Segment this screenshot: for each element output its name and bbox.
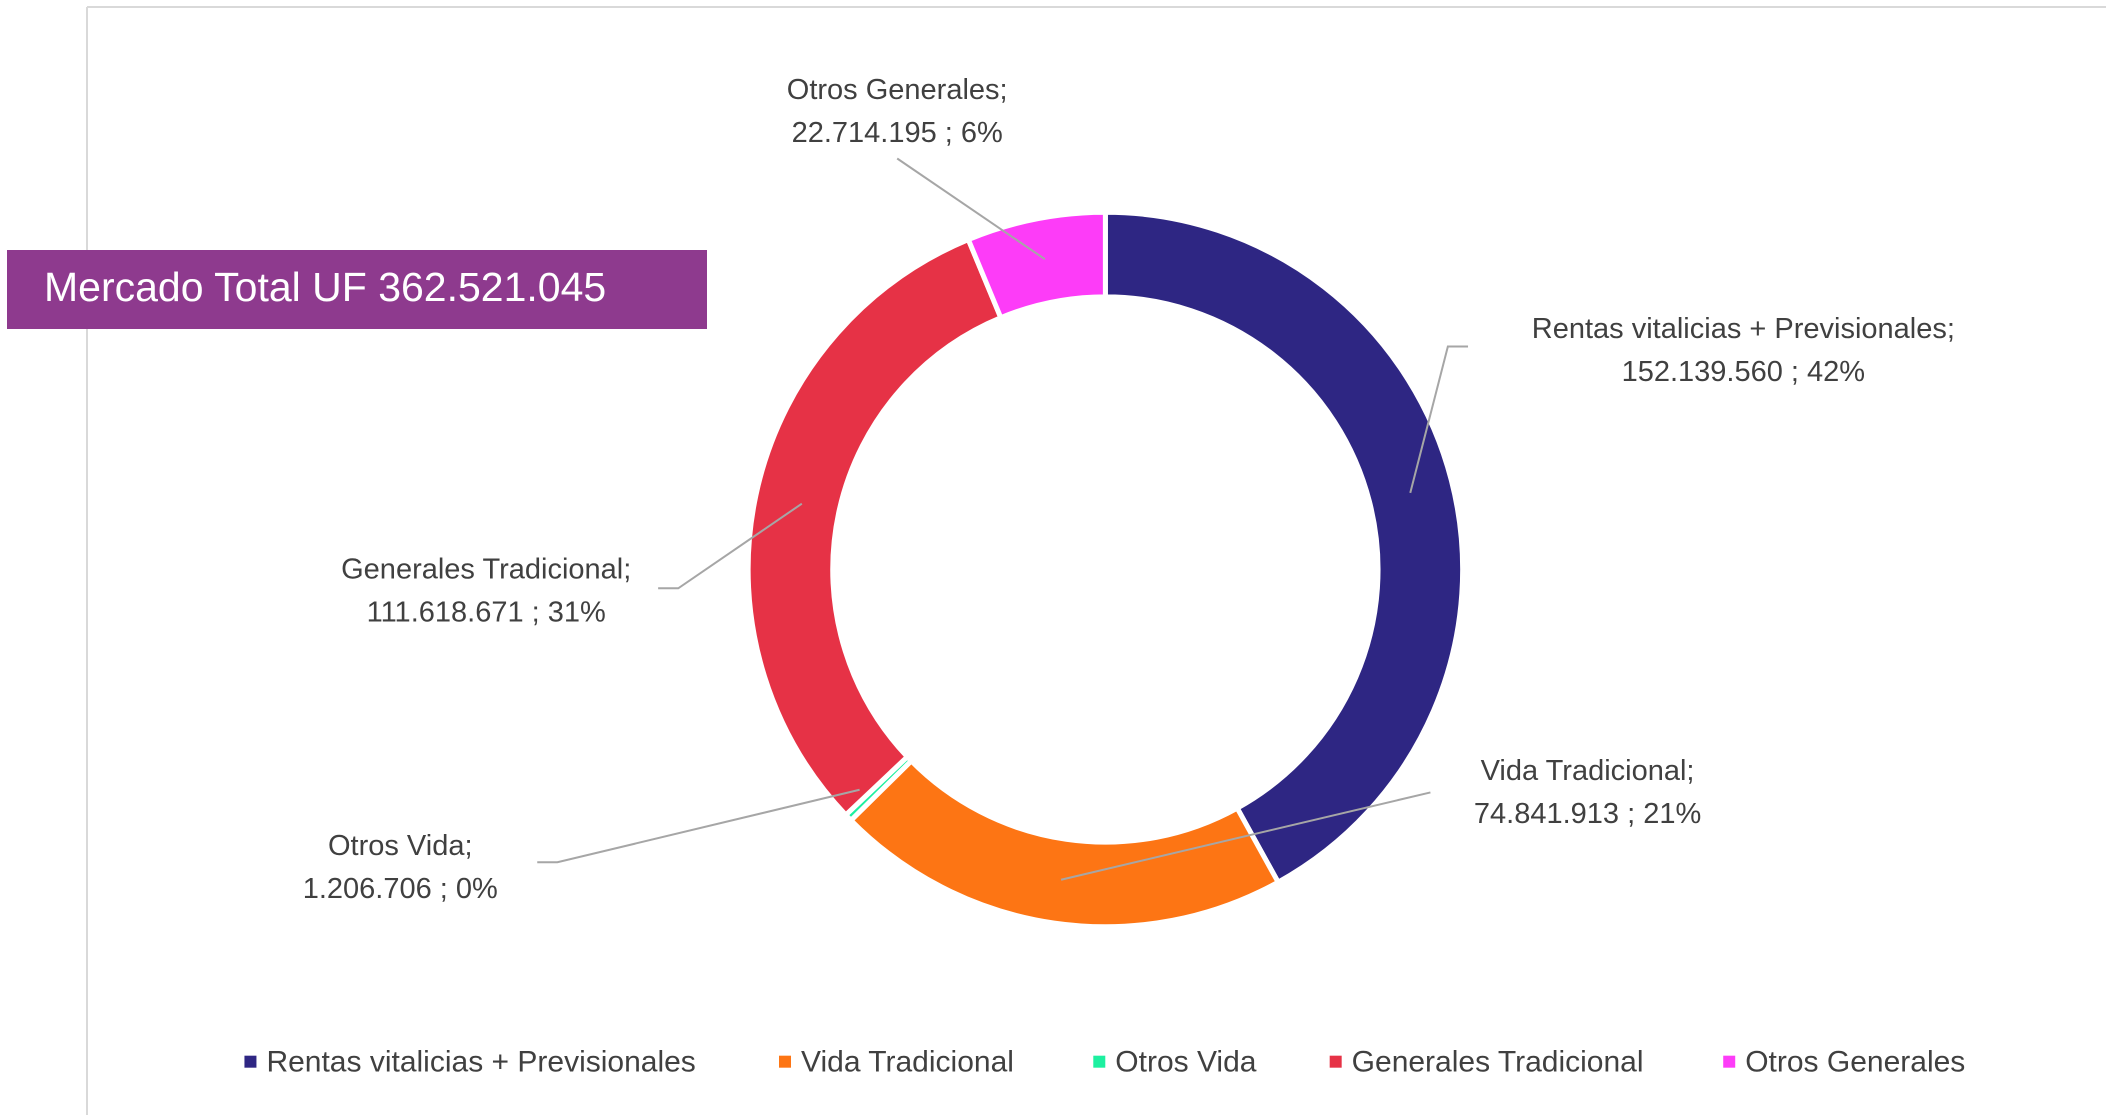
legend-marker <box>779 1055 792 1068</box>
leader-line <box>896 157 1046 261</box>
leader-line <box>1409 345 1469 494</box>
data-label-name: Generales Tradicional; <box>341 553 631 585</box>
legend-label: Otros Vida <box>1115 1046 1256 1079</box>
data-label-name: Otros Generales; <box>787 74 1008 106</box>
data-label-name: Otros Vida; <box>328 830 473 862</box>
annotation-box <box>7 250 707 329</box>
legend-label: Vida Tradicional <box>801 1046 1014 1079</box>
annotation: Mercado Total UF 362.521.045 <box>44 264 606 310</box>
donut-slice <box>1102 209 1466 886</box>
donut-slice <box>745 236 1005 819</box>
legend-label: Rentas vitalicias + Previsionales <box>266 1046 695 1079</box>
leader-line <box>1060 791 1431 881</box>
data-label: 22.714.195 ; 6% <box>792 117 1003 149</box>
legend-marker <box>1723 1055 1736 1068</box>
leader-line <box>537 788 860 864</box>
legend-marker <box>1093 1055 1106 1068</box>
donut-slice <box>965 209 1108 321</box>
data-label: 111.618.671 ; 31% <box>367 596 606 628</box>
legend-marker <box>1329 1055 1342 1068</box>
leader-line <box>658 502 803 590</box>
legend-label: Otros Generales <box>1745 1046 1965 1079</box>
data-label: 74.841.913 ; 21% <box>1474 798 1701 830</box>
data-label: 1.206.706 ; 0% <box>303 873 498 905</box>
data-label: 152.139.560 ; 42% <box>1622 356 1865 388</box>
data-label-name: Vida Tradicional; <box>1481 755 1695 787</box>
legend-marker <box>244 1055 257 1068</box>
data-label-name: Rentas vitalicias + Previsionales; <box>1532 313 1955 345</box>
legend-label: Generales Tradicional <box>1352 1046 1644 1079</box>
